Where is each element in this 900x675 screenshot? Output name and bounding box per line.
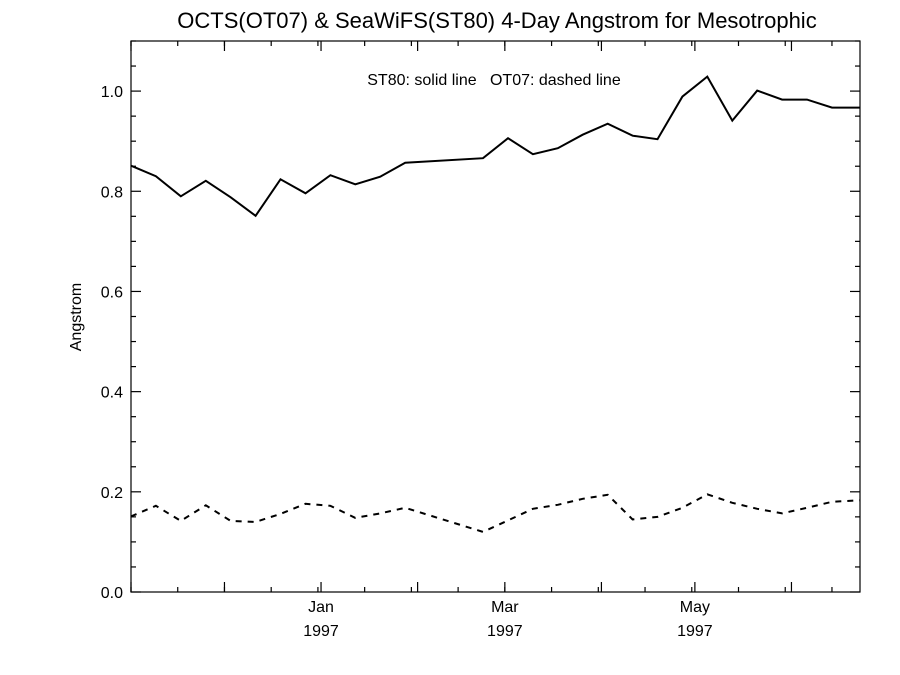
plot-frame <box>130 40 861 593</box>
x-tick-label-year: 1997 <box>677 623 713 640</box>
chart-title: OCTS(OT07) & SeaWiFS(ST80) 4-Day Angstro… <box>177 8 816 33</box>
x-tick-label-year: 1997 <box>487 623 523 640</box>
y-axis: 0.0 0.2 0.4 0.6 0.8 1.0 <box>101 40 860 602</box>
series-layer <box>130 75 861 533</box>
x-tick-label-month: Mar <box>491 599 519 616</box>
y-tick-label: 0.0 <box>101 585 123 602</box>
x-tick-label-month: Jan <box>308 599 334 616</box>
y-tick-label: 0.8 <box>101 184 123 201</box>
series-line-ot07 <box>130 493 861 533</box>
y-tick-label: 0.4 <box>101 385 123 402</box>
y-axis-label: Angstrom <box>68 283 85 351</box>
y-tick-label: 0.2 <box>101 485 123 502</box>
x-tick-label-year: 1997 <box>303 623 339 640</box>
y-tick-label: 0.6 <box>101 284 123 301</box>
x-tick-label-month: May <box>680 599 710 616</box>
legend-annotation: ST80: solid line OT07: dashed line <box>367 72 621 89</box>
series-line-st80 <box>130 75 860 218</box>
x-axis: Jan 1997 Mar 1997 May 1997 <box>130 41 833 640</box>
y-tick-label: 1.0 <box>101 84 123 101</box>
